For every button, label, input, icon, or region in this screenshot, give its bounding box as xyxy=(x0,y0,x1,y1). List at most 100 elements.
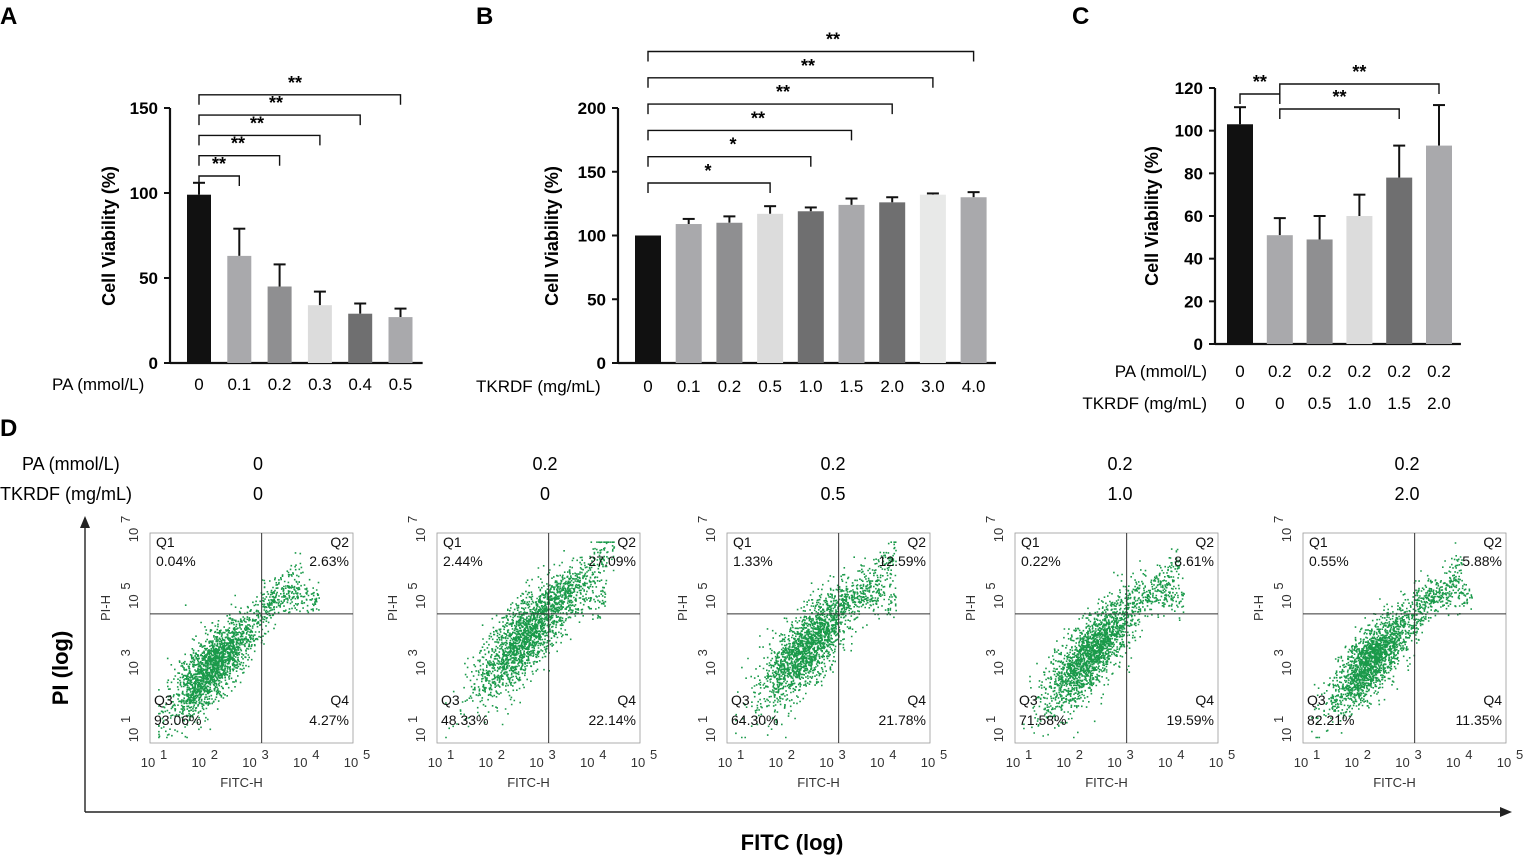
x-log-exponent: 2 xyxy=(498,747,505,762)
q2-value: 27.09% xyxy=(589,553,636,569)
significance-bracket xyxy=(198,155,281,166)
flow-y-label: PI-H xyxy=(963,595,978,621)
significance-bracket xyxy=(647,129,853,141)
bar xyxy=(307,305,332,363)
x-axis-title: TKRDF (mg/mL) xyxy=(476,377,601,396)
x-log-tick: 10 xyxy=(769,755,783,770)
bar xyxy=(187,194,211,363)
row-label-tkrdf: TKRDF (mg/mL) xyxy=(1082,394,1207,413)
x-log-exponent: 4 xyxy=(1177,747,1184,762)
y-log-exponent: 3 xyxy=(1271,649,1286,656)
bar xyxy=(348,313,373,363)
flow-cytometry-panel: 00Q10.04%Q22.63%Q393.06%Q44.27%101102103… xyxy=(98,454,1523,790)
q2-value: 12.59% xyxy=(879,553,926,569)
y-tick-label: 100 xyxy=(578,227,606,246)
y-log-exponent: 3 xyxy=(118,649,133,656)
q4-value: 4.27% xyxy=(309,712,349,728)
y-log-tick: 10 xyxy=(703,594,718,608)
y-log-tick: 10 xyxy=(1279,728,1294,742)
q3-label: Q3 xyxy=(154,692,173,708)
q2-label: Q2 xyxy=(330,534,349,550)
q3-label: Q3 xyxy=(1307,692,1326,708)
flow-y-label: PI-H xyxy=(1251,595,1266,621)
q4-label: Q4 xyxy=(1483,692,1502,708)
flow-dots xyxy=(735,541,897,739)
x-axis-title: PA (mmol/L) xyxy=(52,375,144,394)
x-tick-label: 0.1 xyxy=(227,375,251,394)
bar xyxy=(919,194,946,363)
significance-bracket xyxy=(198,175,240,186)
y-tick-label: 120 xyxy=(1175,79,1203,98)
y-log-tick: 10 xyxy=(126,728,141,742)
x-log-tick: 10 xyxy=(1158,755,1172,770)
significance-bracket xyxy=(647,182,771,193)
flow-y-label: PI-H xyxy=(98,595,113,621)
x-tick-pa: 0.2 xyxy=(1427,362,1451,381)
q3-label: Q3 xyxy=(441,692,460,708)
q1-value: 0.22% xyxy=(1021,553,1061,569)
bar xyxy=(635,235,661,363)
y-log-tick: 10 xyxy=(991,661,1006,675)
significance-label: ** xyxy=(1352,62,1366,82)
y-tick-label: 100 xyxy=(130,184,158,203)
y-log-exponent: 1 xyxy=(983,716,998,723)
x-tick-tkrdf: 2.0 xyxy=(1427,394,1451,413)
x-log-exponent: 5 xyxy=(363,747,370,762)
q4-label: Q4 xyxy=(1195,692,1214,708)
q4-value: 21.78% xyxy=(879,712,926,728)
y-log-exponent: 1 xyxy=(405,716,420,723)
pi-axis-title: PI (log) xyxy=(48,631,73,706)
flow-tkrdf-value: 0 xyxy=(540,484,550,504)
y-log-exponent: 3 xyxy=(983,649,998,656)
flow-y-label: PI-H xyxy=(385,595,400,621)
flow-x-label: FITC-H xyxy=(1085,775,1128,790)
flow-plot-frame xyxy=(1014,532,1219,744)
y-tick-label: 200 xyxy=(578,99,606,118)
q3-value: 48.33% xyxy=(441,712,488,728)
y-log-exponent: 7 xyxy=(118,516,133,523)
x-log-tick: 10 xyxy=(1057,755,1071,770)
x-log-exponent: 5 xyxy=(940,747,947,762)
bar xyxy=(716,222,743,363)
y-log-exponent: 1 xyxy=(695,716,710,723)
x-tick-label: 4.0 xyxy=(962,377,986,396)
y-log-exponent: 5 xyxy=(405,582,420,589)
x-log-tick: 10 xyxy=(479,755,493,770)
significance-label: ** xyxy=(751,108,765,128)
significance-label: * xyxy=(704,161,711,181)
x-tick-pa: 0.2 xyxy=(1348,362,1372,381)
y-log-exponent: 5 xyxy=(118,582,133,589)
flow-dots xyxy=(445,541,616,739)
flow-tkrdf-value: 0.5 xyxy=(820,484,845,504)
q1-value: 0.55% xyxy=(1309,553,1349,569)
y-tick-label: 150 xyxy=(578,163,606,182)
flow-tkrdf-value: 0 xyxy=(253,484,263,504)
bar xyxy=(838,204,865,363)
x-log-tick: 10 xyxy=(870,755,884,770)
significance-bracket xyxy=(198,134,321,146)
x-tick-pa: 0 xyxy=(1235,362,1244,381)
x-log-tick: 10 xyxy=(192,755,206,770)
bar-chart-b: 0 50 100 150 200 Cell Viability (%) 0 0.1 0.2 0.5… xyxy=(476,30,996,396)
q3-value: 93.06% xyxy=(154,712,201,728)
x-tick-tkrdf: 0 xyxy=(1235,394,1244,413)
q3-label: Q3 xyxy=(731,692,750,708)
x-log-exponent: 3 xyxy=(1127,747,1134,762)
x-tick-label: 0.4 xyxy=(348,375,372,394)
panel-letter-b: B xyxy=(476,3,493,30)
x-tick-label: 0.5 xyxy=(389,375,413,394)
x-log-exponent: 2 xyxy=(1076,747,1083,762)
x-tick-tkrdf: 1.0 xyxy=(1348,394,1372,413)
x-log-exponent: 2 xyxy=(788,747,795,762)
significance-label: ** xyxy=(1253,72,1267,92)
flow-pa-value: 0.2 xyxy=(532,454,557,474)
x-log-exponent: 5 xyxy=(1516,747,1523,762)
x-log-tick: 10 xyxy=(141,755,155,770)
q2-label: Q2 xyxy=(1483,534,1502,550)
y-tick-label: 80 xyxy=(1184,164,1203,183)
x-log-tick: 10 xyxy=(819,755,833,770)
x-tick-pa: 0.2 xyxy=(1387,362,1411,381)
bar xyxy=(1227,124,1253,345)
pi-axis-arrow-icon xyxy=(80,516,90,528)
y-log-tick: 10 xyxy=(1279,661,1294,675)
